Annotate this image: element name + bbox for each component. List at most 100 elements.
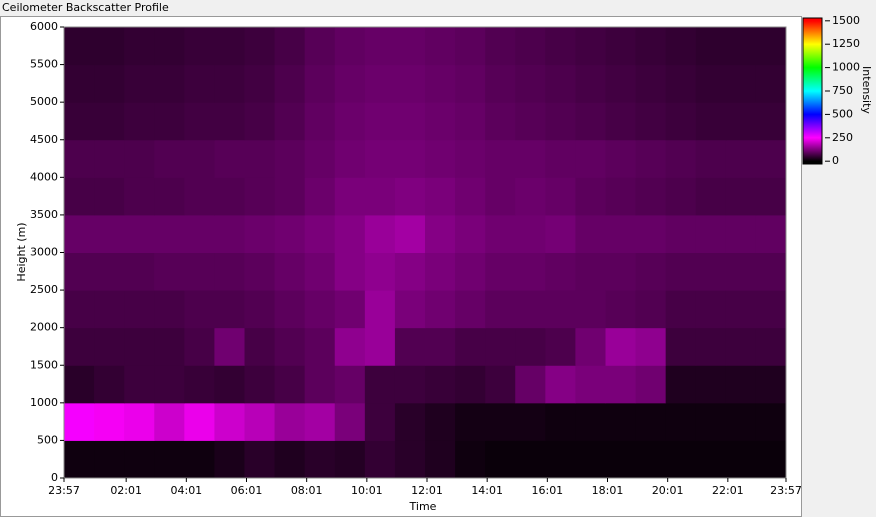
heatmap-cell [64,327,95,366]
heatmap-cell [394,290,426,329]
colorbar-tick-label: 1000 [832,61,860,74]
heatmap-cell [425,27,456,66]
heatmap-cell [725,177,757,216]
x-tick-label: 04:01 [170,484,202,497]
heatmap-cell [274,102,306,141]
heatmap-cell [394,402,426,441]
heatmap-cell [425,327,456,366]
heatmap-cell [665,440,697,479]
y-tick-label: 4500 [30,133,58,146]
heatmap-cell [545,64,576,103]
heatmap-cell [635,64,667,103]
heatmap-cell [304,102,336,141]
heatmap-cell [244,64,276,103]
colorbar-tick-label: 250 [832,131,853,144]
heatmap-cell [244,440,276,479]
heatmap-cell [665,214,697,253]
heatmap-cell [725,64,757,103]
heatmap-cell [394,102,426,141]
heatmap-cell [755,290,787,329]
heatmap-cell [545,214,576,253]
heatmap-cell [755,139,787,178]
heatmap-cell [695,177,727,216]
heatmap-cell [244,102,276,141]
colorbar-label: Intensity [860,66,873,114]
heatmap-cell [94,327,125,366]
heatmap-cell [94,64,125,103]
heatmap-cell [425,64,456,103]
heatmap-cell [394,327,426,366]
heatmap-cell [184,365,215,404]
heatmap-cell [515,102,546,141]
heatmap-cell [94,102,125,141]
heatmap-cell [124,102,155,141]
heatmap-cell [695,214,727,253]
heatmap-cell [545,290,576,329]
x-tick-label: 18:01 [592,484,624,497]
heatmap-cell [605,214,637,253]
heatmap-cell [124,440,155,479]
heatmap-cell [184,139,215,178]
heatmap-cell [575,365,606,404]
heatmap-cell [214,252,245,291]
heatmap-cell [605,327,637,366]
x-tick-label: 23:57 [770,484,802,497]
heatmap-cell [755,27,787,66]
heatmap-cell [334,177,366,216]
heatmap-cell [394,27,426,66]
heatmap-cell [394,64,426,103]
heatmap-cell [124,327,155,366]
heatmap-cell [274,64,306,103]
heatmap-cell [94,365,125,404]
heatmap-cell [695,64,727,103]
heatmap-cell [94,27,125,66]
heatmap-cell [485,440,516,479]
colorbar-tick-label: 1250 [832,37,860,50]
colorbar-tick-label: 1500 [832,14,860,27]
heatmap-cell [244,27,276,66]
y-tick-label: 3000 [30,246,58,259]
heatmap-cell [545,402,576,441]
y-tick-label: 3500 [30,208,58,221]
heatmap-cell [575,27,606,66]
heatmap-cell [665,327,697,366]
heatmap-cell [755,365,787,404]
x-tick-label: 23:57 [48,484,80,497]
heatmap-cell [64,365,95,404]
x-tick-label: 16:01 [531,484,563,497]
heatmap-cell [94,290,125,329]
heatmap-cell [304,440,336,479]
heatmap-cell [545,27,576,66]
heatmap-cell [334,214,366,253]
heatmap-cell [154,327,185,366]
heatmap-cell [214,64,245,103]
heatmap-cell [154,252,185,291]
heatmap-cell [304,139,336,178]
heatmap-cell [64,252,95,291]
heatmap-cell [334,27,366,66]
heatmap-cell [635,252,667,291]
heatmap-cell [605,290,637,329]
heatmap-cell [244,177,276,216]
heatmap-cell [515,365,546,404]
heatmap-cell [635,290,667,329]
heatmap-cell [515,327,546,366]
heatmap-cell [64,64,95,103]
heatmap-cell [515,402,546,441]
heatmap-cell [695,365,727,404]
colorbar-tick-label: 750 [832,84,853,97]
heatmap-cell [154,27,185,66]
heatmap-cell [725,402,757,441]
heatmap-cell [725,27,757,66]
heatmap-cell [394,365,426,404]
heatmap-cell [515,252,546,291]
heatmap-cell [364,327,396,366]
heatmap-cell [154,102,185,141]
heatmap-cell [334,139,366,178]
heatmap-cell [635,102,667,141]
y-tick-label: 2500 [30,283,58,296]
heatmap-cell [725,102,757,141]
y-tick-label: 0 [51,471,58,484]
heatmap-cell [124,252,155,291]
heatmap-cell [364,27,396,66]
